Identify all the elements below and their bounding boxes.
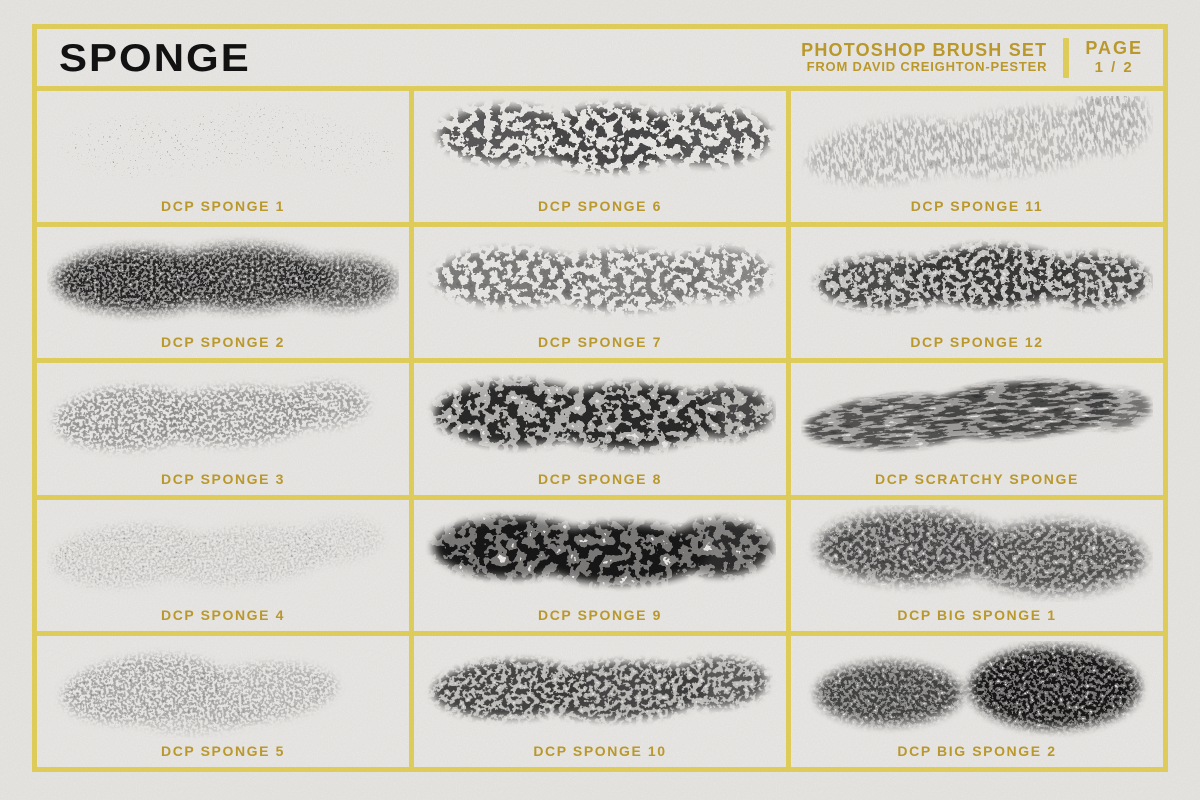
page-title: SPONGE — [59, 35, 251, 79]
page-number: 1 / 2 — [1094, 59, 1134, 77]
brush-sample — [47, 232, 399, 329]
brush-cell: DCP SPONGE 12 — [791, 227, 1163, 359]
brush-label: DCP SPONGE 12 — [910, 334, 1044, 351]
brush-cell: DCP SPONGE 11 — [791, 91, 1163, 223]
brush-sample — [47, 505, 399, 602]
brush-sample — [47, 641, 399, 738]
brush-sample — [424, 505, 776, 602]
brush-sample — [47, 96, 399, 193]
brush-label: DCP SPONGE 8 — [538, 470, 662, 487]
brush-label: DCP SPONGE 6 — [538, 198, 662, 215]
brush-label: DCP BIG SPONGE 2 — [897, 742, 1057, 759]
subtitle: PHOTOSHOP BRUSH SET FROM DAVID CREIGHTON… — [801, 40, 1047, 76]
brush-cell: DCP SPONGE 3 — [37, 363, 409, 495]
sheet-frame: SPONGE PHOTOSHOP BRUSH SET FROM DAVID CR… — [32, 24, 1168, 772]
brush-sample — [801, 641, 1153, 738]
header: SPONGE PHOTOSHOP BRUSH SET FROM DAVID CR… — [37, 29, 1163, 86]
brush-cell: DCP BIG SPONGE 1 — [791, 499, 1163, 631]
brush-cell: DCP SPONGE 9 — [414, 499, 786, 631]
brush-cell: DCP BIG SPONGE 2 — [791, 635, 1163, 767]
page-indicator: PAGE 1 / 2 — [1085, 38, 1149, 78]
brush-cell: DCP SPONGE 4 — [37, 499, 409, 631]
header-divider-bar — [1063, 37, 1070, 78]
brush-cell: DCP SPONGE 5 — [37, 635, 409, 767]
brush-label: DCP SPONGE 9 — [538, 606, 662, 623]
brush-label: DCP BIG SPONGE 1 — [897, 606, 1057, 623]
brush-cell: DCP SPONGE 8 — [414, 363, 786, 495]
brush-label: DCP SPONGE 5 — [161, 742, 285, 759]
brush-sample — [801, 368, 1153, 465]
brush-sample — [424, 368, 776, 465]
brush-cell: DCP SPONGE 1 — [37, 91, 409, 223]
brush-sample — [424, 641, 776, 738]
brush-label: DCP SPONGE 10 — [533, 742, 667, 759]
brush-label: DCP SPONGE 4 — [161, 606, 285, 623]
brush-sample — [801, 96, 1153, 193]
brush-cell: DCP SPONGE 2 — [37, 227, 409, 359]
brush-cell: DCP SCRATCHY SPONGE — [791, 363, 1163, 495]
brush-label: DCP SPONGE 7 — [538, 334, 662, 351]
brush-sample — [424, 96, 776, 193]
header-right: PHOTOSHOP BRUSH SET FROM DAVID CREIGHTON… — [801, 37, 1149, 78]
brush-grid: SPONGE PHOTOSHOP BRUSH SET FROM DAVID CR… — [37, 29, 1163, 767]
brush-label: DCP SPONGE 11 — [910, 198, 1044, 215]
brush-label: DCP SCRATCHY SPONGE — [875, 470, 1079, 487]
brush-sample — [424, 232, 776, 329]
brush-cell: DCP SPONGE 10 — [414, 635, 786, 767]
brush-sample — [47, 368, 399, 465]
subtitle-line2: FROM DAVID CREIGHTON-PESTER — [806, 59, 1048, 75]
brush-label: DCP SPONGE 2 — [161, 334, 285, 351]
page-label: PAGE — [1085, 37, 1143, 58]
brush-cell: DCP SPONGE 6 — [414, 91, 786, 223]
subtitle-line1: PHOTOSHOP BRUSH SET — [801, 39, 1048, 60]
brush-sample — [801, 505, 1153, 602]
brush-label: DCP SPONGE 1 — [161, 198, 285, 215]
brush-cell: DCP SPONGE 7 — [414, 227, 786, 359]
brush-sample — [801, 232, 1153, 329]
brush-label: DCP SPONGE 3 — [161, 470, 285, 487]
